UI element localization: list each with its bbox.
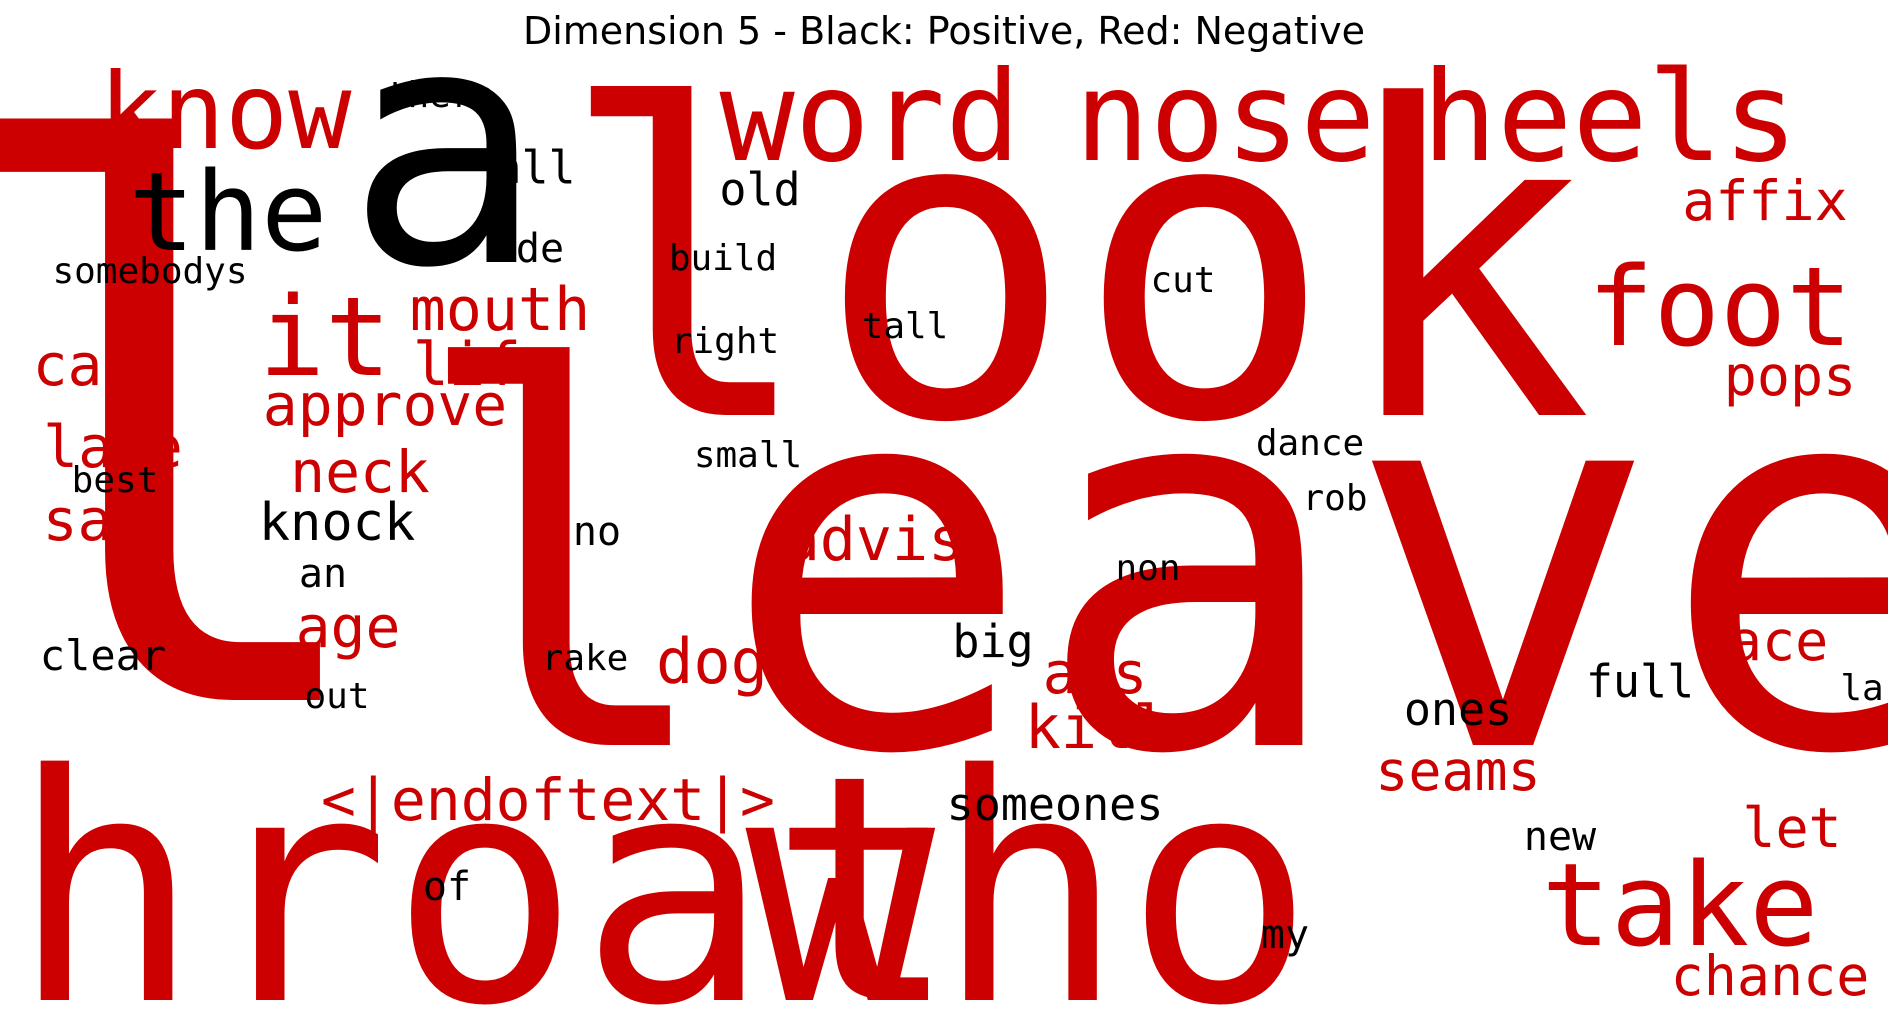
word-face: face [1696,609,1828,673]
word-full: full [1586,655,1694,708]
word-my: my [1261,912,1309,958]
word-dog: dog [656,625,768,698]
word-life: life [413,330,558,400]
word-affix: affix [1682,169,1848,233]
word-of: of [423,864,471,910]
word-take: take [1542,839,1819,973]
word-old: old [719,163,800,216]
word-foot: foot [1588,243,1853,371]
word-out: out [304,676,369,717]
word-heels: heels [1422,45,1798,190]
word-ass: ass [1043,639,1148,707]
word-the: the [129,148,328,276]
word-small: small [694,435,802,476]
word-chance: chance [1671,944,1870,1008]
word-it: it [259,273,391,401]
word-approve: approve [263,371,507,439]
word-leave: leave [407,262,1888,868]
word-say: say [43,486,148,554]
word-let: let [1742,796,1841,860]
word-a: a [346,0,545,340]
word-someones: someones [947,778,1164,831]
word-de: de [516,226,564,272]
word-big: big [952,615,1033,668]
word-seams: seams [1375,739,1541,803]
word-throat: throat [0,709,959,1010]
word-all: all [494,141,575,194]
word-la: la [1840,668,1883,709]
word-lane: lane [43,413,183,481]
word-cap: cap [33,331,138,399]
word-knock: knock [259,493,416,553]
word-look: look [557,17,1593,517]
word-age: age [296,593,401,661]
word-word: word [719,45,1020,190]
word-non: non [1115,548,1180,589]
word-know: know [99,51,353,173]
word-an: an [299,551,347,597]
word-right: right [671,321,779,362]
word-neck: neck [290,438,430,506]
word-mouth: mouth [410,275,591,345]
word-clear: clear [40,631,166,680]
word-pops: pops [1724,344,1856,408]
word-rake: rake [542,638,629,679]
figure-title: Dimension 5 - Black: Positive, Red: Nega… [522,9,1366,53]
word-endoftext: <|endoftext|> [321,766,775,834]
word-build: build [669,238,777,279]
word-somebodys: somebodys [52,251,247,292]
word-tall: tall [862,306,949,347]
word-rob: rob [1302,478,1367,519]
word-cut: cut [1150,260,1215,301]
word-there: there [386,75,494,116]
word-advise: advise [784,505,1001,575]
word-new: new [1524,814,1597,860]
word-best: best [72,460,159,501]
word-no: no [573,509,621,555]
word-ones: ones [1404,683,1512,736]
word-l: l [0,0,394,880]
word-who: who [746,709,1315,1010]
word-nose: nose [1074,45,1375,190]
word-kill: kill [1025,693,1170,763]
word-dance: dance [1256,423,1364,464]
